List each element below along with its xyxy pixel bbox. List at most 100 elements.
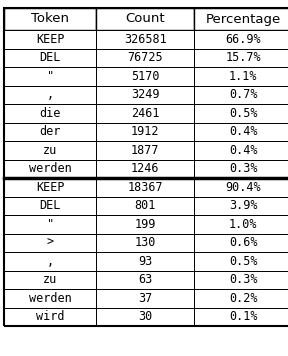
- Text: 1.0%: 1.0%: [229, 218, 257, 231]
- Bar: [96, 8, 194, 30]
- Text: 3249: 3249: [131, 88, 159, 101]
- Bar: [194, 48, 288, 67]
- Text: 30: 30: [138, 310, 152, 323]
- Bar: [194, 122, 288, 141]
- Text: zu: zu: [43, 144, 57, 157]
- Text: 90.4%: 90.4%: [225, 181, 261, 194]
- Bar: [96, 122, 194, 141]
- Text: 3.9%: 3.9%: [229, 199, 257, 212]
- Text: 63: 63: [138, 273, 152, 286]
- Text: 130: 130: [134, 236, 156, 249]
- Bar: [194, 252, 288, 271]
- Text: werden: werden: [29, 162, 71, 175]
- Text: 1877: 1877: [131, 144, 159, 157]
- Text: 93: 93: [138, 255, 152, 268]
- Text: 326581: 326581: [124, 33, 166, 46]
- Text: KEEP: KEEP: [36, 33, 64, 46]
- Bar: [4, 159, 96, 178]
- Bar: [96, 252, 194, 271]
- Text: 0.3%: 0.3%: [229, 273, 257, 286]
- Text: 0.5%: 0.5%: [229, 255, 257, 268]
- Bar: [96, 104, 194, 122]
- Bar: [4, 8, 96, 30]
- Bar: [4, 30, 96, 48]
- Bar: [4, 271, 96, 289]
- Bar: [96, 85, 194, 104]
- Bar: [96, 289, 194, 308]
- Bar: [4, 8, 288, 326]
- Text: 37: 37: [138, 292, 152, 305]
- Bar: [96, 141, 194, 159]
- Text: 1912: 1912: [131, 125, 159, 138]
- Bar: [194, 308, 288, 326]
- Text: ,: ,: [47, 255, 54, 268]
- Text: Percentage: Percentage: [205, 12, 281, 26]
- Bar: [4, 252, 96, 271]
- Text: 199: 199: [134, 218, 156, 231]
- Bar: [194, 30, 288, 48]
- Text: die: die: [39, 107, 61, 120]
- Bar: [194, 8, 288, 30]
- Bar: [194, 159, 288, 178]
- Text: >: >: [47, 236, 54, 249]
- Bar: [96, 197, 194, 215]
- Text: ": ": [47, 218, 54, 231]
- Bar: [96, 271, 194, 289]
- Text: ": ": [47, 70, 54, 83]
- Bar: [4, 197, 96, 215]
- Text: 66.9%: 66.9%: [225, 33, 261, 46]
- Bar: [4, 122, 96, 141]
- Text: 15.7%: 15.7%: [225, 51, 261, 64]
- Bar: [194, 289, 288, 308]
- Text: 0.5%: 0.5%: [229, 107, 257, 120]
- Text: DEL: DEL: [39, 199, 61, 212]
- Bar: [4, 289, 96, 308]
- Text: der: der: [39, 125, 61, 138]
- Text: 1246: 1246: [131, 162, 159, 175]
- Bar: [4, 104, 96, 122]
- Text: wird: wird: [36, 310, 64, 323]
- Bar: [194, 104, 288, 122]
- Bar: [194, 178, 288, 197]
- Bar: [4, 67, 96, 85]
- Text: 0.6%: 0.6%: [229, 236, 257, 249]
- Bar: [4, 141, 96, 159]
- Bar: [194, 215, 288, 234]
- Text: zu: zu: [43, 273, 57, 286]
- Text: Count: Count: [125, 12, 165, 26]
- Text: 0.4%: 0.4%: [229, 125, 257, 138]
- Bar: [4, 178, 96, 197]
- Bar: [4, 48, 96, 67]
- Bar: [96, 234, 194, 252]
- Text: ,: ,: [47, 88, 54, 101]
- Bar: [96, 159, 194, 178]
- Bar: [4, 234, 96, 252]
- Bar: [96, 308, 194, 326]
- Text: DEL: DEL: [39, 51, 61, 64]
- Text: 0.1%: 0.1%: [229, 310, 257, 323]
- Bar: [194, 197, 288, 215]
- Text: 5170: 5170: [131, 70, 159, 83]
- Bar: [96, 178, 194, 197]
- Text: 0.2%: 0.2%: [229, 292, 257, 305]
- Bar: [96, 67, 194, 85]
- Text: werden: werden: [29, 292, 71, 305]
- Text: 0.7%: 0.7%: [229, 88, 257, 101]
- Text: KEEP: KEEP: [36, 181, 64, 194]
- Bar: [4, 308, 96, 326]
- Bar: [194, 271, 288, 289]
- Bar: [194, 67, 288, 85]
- Text: 2461: 2461: [131, 107, 159, 120]
- Text: 76725: 76725: [127, 51, 163, 64]
- Text: 0.4%: 0.4%: [229, 144, 257, 157]
- Text: 18367: 18367: [127, 181, 163, 194]
- Bar: [96, 30, 194, 48]
- Bar: [96, 215, 194, 234]
- Bar: [194, 85, 288, 104]
- Bar: [4, 215, 96, 234]
- Text: 1.1%: 1.1%: [229, 70, 257, 83]
- Bar: [4, 85, 96, 104]
- Text: Token: Token: [31, 12, 69, 26]
- Bar: [194, 141, 288, 159]
- Text: 0.3%: 0.3%: [229, 162, 257, 175]
